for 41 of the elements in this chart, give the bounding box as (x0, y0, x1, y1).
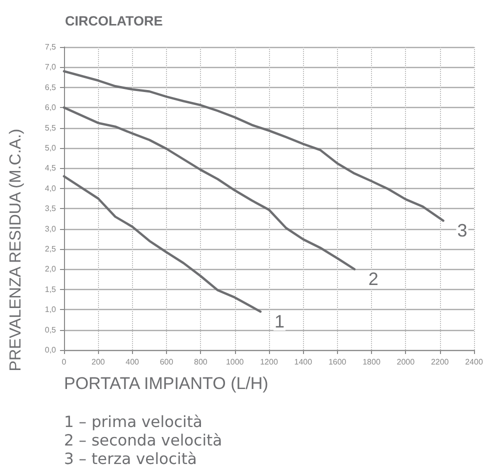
y-tick-label: 6,5 (44, 82, 57, 92)
chart-title: CIRCOLATORE (65, 14, 163, 28)
y-tick-label: 7,5 (44, 42, 57, 52)
y-axis-title: PREVALENZA RESIDUA (M.C.A.) (8, 128, 24, 372)
y-tick-label: 7,0 (44, 62, 57, 72)
x-tick-label: 800 (194, 358, 208, 366)
y-tick-label: 4,5 (44, 164, 57, 173)
x-tick-label: 1600 (328, 358, 347, 366)
y-tick-label: 3,5 (44, 204, 57, 214)
y-tick-label: 0,0 (44, 346, 57, 354)
y-tick-label: 5,0 (44, 144, 57, 152)
x-tick-label: 400 (126, 358, 140, 366)
text: 3 – terza velocità (64, 450, 197, 468)
series-label: 3 (457, 220, 468, 241)
x-axis-title: PORTATA IMPIANTO (L/H) (64, 374, 268, 393)
series-label: 1 (274, 312, 284, 332)
x-tick-label: 1000 (226, 358, 244, 366)
x-tick-label: 2000 (396, 358, 416, 366)
y-tick-label: 0,5 (44, 325, 57, 334)
y-tick-label: 3,0 (44, 224, 57, 234)
y-tick-label: 1,0 (44, 305, 57, 314)
x-tick-label: 2200 (430, 358, 450, 366)
y-tick-label: 6,0 (44, 103, 57, 112)
x-tick-label: 1800 (362, 358, 381, 366)
x-tick-label: 1400 (294, 358, 313, 366)
line-series (62, 175, 262, 313)
line-series (62, 70, 444, 222)
y-tick-label: 4,0 (44, 184, 57, 193)
y-tick-label: 2,5 (44, 244, 57, 254)
text: 1 – prima velocità (64, 413, 202, 431)
x-tick-label: 200 (91, 358, 106, 366)
series-label: 2 (368, 269, 378, 290)
y-tick-label: 1,5 (44, 284, 57, 294)
text: 2 – seconda velocità (64, 432, 222, 450)
x-tick-label: 600 (160, 358, 174, 366)
y-tick-label: 5,5 (44, 123, 57, 132)
y-tick-label: 2,0 (44, 264, 57, 274)
x-tick-label: 0 (62, 358, 67, 366)
x-tick-label: 1200 (260, 358, 278, 366)
line-series (62, 106, 356, 270)
x-tick-label: 2400 (465, 358, 484, 366)
